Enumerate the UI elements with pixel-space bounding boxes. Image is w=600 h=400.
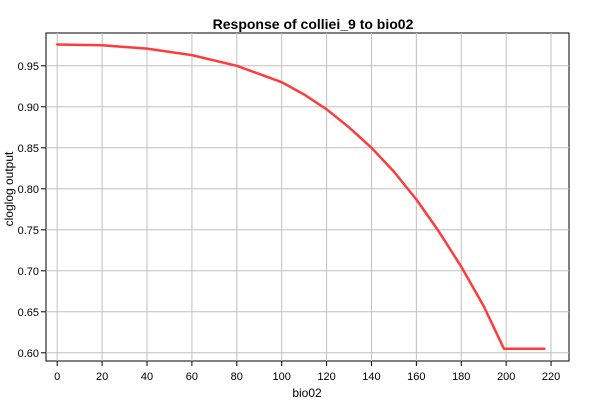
x-tick-label: 100 <box>273 371 291 383</box>
y-tick-label: 0.80 <box>18 184 39 196</box>
x-tick-label: 120 <box>317 371 335 383</box>
response-curve-line <box>55 43 546 350</box>
y-tick-label: 0.90 <box>18 102 39 114</box>
y-tick-label: 0.75 <box>18 225 39 237</box>
x-tick-label: 20 <box>96 371 108 383</box>
x-tick-label: 200 <box>497 371 515 383</box>
y-tick-label: 0.65 <box>18 307 39 319</box>
y-tick-label: 0.95 <box>18 61 39 73</box>
x-tick-label: 60 <box>186 371 198 383</box>
x-tick-label: 80 <box>231 371 243 383</box>
x-tick-label: 220 <box>542 371 560 383</box>
x-tick-label: 40 <box>141 371 153 383</box>
x-tick-label: 140 <box>362 371 380 383</box>
x-axis-label: bio02 <box>292 386 322 400</box>
series-layer <box>55 43 546 350</box>
chart-title: Response of colliei_9 to bio02 <box>213 16 414 32</box>
x-tick-label: 180 <box>452 371 470 383</box>
y-axis-label: cloglog output <box>2 151 16 226</box>
y-tick-label: 0.70 <box>18 266 39 278</box>
x-tick-label: 0 <box>54 371 60 383</box>
y-tick-label: 0.85 <box>18 143 39 155</box>
grid-layer <box>46 33 569 361</box>
x-tick-label: 160 <box>407 371 425 383</box>
y-tick-label: 0.60 <box>18 348 39 360</box>
plot-area <box>45 32 570 362</box>
ticks-layer: 0 20 40 60 80 100 120 140 160 180 200 220 0.60 0.65 0.… <box>18 61 561 383</box>
